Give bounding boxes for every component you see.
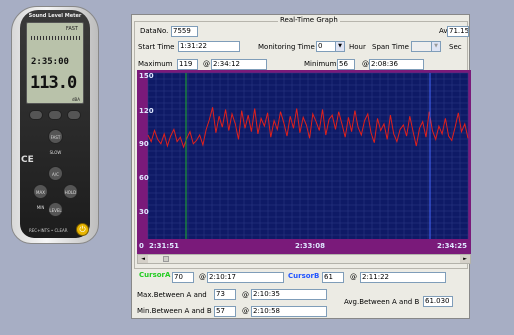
avg-field[interactable]: 71.15 xyxy=(447,26,469,37)
y-tick-label: 30 xyxy=(139,208,149,216)
y-tick-label: 0 xyxy=(139,242,144,250)
minimum-value-field[interactable]: 56 xyxy=(337,59,355,70)
max-between-at-label: @ xyxy=(242,291,249,299)
minimum-label: Minimum xyxy=(304,60,337,68)
max-between-time-field[interactable]: 2:10:35 xyxy=(251,289,327,300)
meter-right-button xyxy=(67,110,81,120)
max-between-value-field[interactable]: 73 xyxy=(214,289,236,300)
graph-plot[interactable] xyxy=(137,70,471,254)
min-between-value-field[interactable]: 57 xyxy=(214,306,236,317)
span-time-label: Span Time xyxy=(372,43,409,51)
avg-between-value-field[interactable]: 61.030 xyxy=(423,296,453,307)
x-tick-label: 2:33:08 xyxy=(295,242,325,250)
meter-ce-logo: CE xyxy=(21,155,34,165)
cursor-b-time-field[interactable]: 2:11:22 xyxy=(360,272,446,283)
start-time-field[interactable]: 1:31:22 xyxy=(178,41,240,52)
span-time-select[interactable]: ▼ xyxy=(411,41,441,52)
min-between-label: Min.Between A and B xyxy=(137,307,212,315)
graph-horizontal-scrollbar[interactable]: ◄ ► xyxy=(137,254,471,264)
meter-ac-button: A/C xyxy=(48,166,63,181)
meter-left-button xyxy=(29,110,43,120)
meter-lcd: FAST 2:35:00 113.0 dBA xyxy=(26,22,84,104)
x-tick-label: 2:34:25 xyxy=(437,242,467,250)
chevron-down-icon[interactable]: ▼ xyxy=(335,42,344,51)
min-between-at-label: @ xyxy=(242,307,249,315)
meter-max-min-button: MAX MIN xyxy=(33,184,48,210)
y-tick-label: 60 xyxy=(139,174,149,182)
meter-fast-slow-button: FAST SLOW xyxy=(48,129,63,155)
scroll-left-icon[interactable]: ◄ xyxy=(138,255,148,263)
maximum-value-field[interactable]: 119 xyxy=(177,59,198,70)
start-time-label: Start Time xyxy=(138,43,175,51)
scrollbar-thumb[interactable] xyxy=(163,256,170,262)
real-time-graph[interactable]: 150 120 90 60 30 0 2:31:51 2:33:08 2:34:… xyxy=(137,70,471,254)
chevron-down-icon[interactable]: ▼ xyxy=(431,42,440,51)
meter-model-label: REC+INTS • CLEAR xyxy=(29,228,68,233)
meter-hold-button: HOLD xyxy=(63,184,78,199)
cursor-b-value-field[interactable]: 61 xyxy=(322,272,344,283)
meter-mode: FAST xyxy=(65,26,78,32)
min-between-time-field[interactable]: 2:10:58 xyxy=(251,306,327,317)
cursor-a-time-field[interactable]: 2:10:17 xyxy=(207,272,284,283)
y-tick-label: 150 xyxy=(139,72,154,80)
maximum-at-label: @ xyxy=(203,60,210,68)
panel-title: Real-Time Graph xyxy=(278,16,340,24)
max-between-label: Max.Between A and xyxy=(137,291,207,299)
avg-between-label: Avg.Between A and B xyxy=(344,298,420,306)
meter-bargraph xyxy=(31,36,81,40)
meter-value: 113.0 xyxy=(30,73,77,93)
maximum-time-field[interactable]: 2:34:12 xyxy=(211,59,267,70)
meter-level-button: LEVEL xyxy=(48,202,63,217)
maximum-label: Maximum xyxy=(138,60,173,68)
y-tick-label: 90 xyxy=(139,140,149,148)
monitoring-time-label: Monitoring Time xyxy=(258,43,315,51)
minimum-time-field[interactable]: 2:08:36 xyxy=(369,59,424,70)
power-icon: ⏻ xyxy=(76,223,89,236)
series-line xyxy=(147,107,469,149)
meter-time: 2:35:00 xyxy=(31,57,69,67)
monitoring-time-value: 0 xyxy=(318,42,323,50)
sound-level-meter-image: Sound Level Meter FAST 2:35:00 113.0 dBA… xyxy=(11,6,99,244)
datano-label: DataNo. xyxy=(140,27,169,35)
monitoring-time-select[interactable]: 0 ▼ xyxy=(316,41,345,52)
cursor-a-value-field[interactable]: 70 xyxy=(172,272,194,283)
meter-name: Sound Level Meter xyxy=(28,13,82,19)
sec-label: Sec xyxy=(449,43,462,51)
datano-field[interactable]: 7559 xyxy=(171,26,198,37)
minimum-at-label: @ xyxy=(362,60,369,68)
cursor-b-at-label: @ xyxy=(350,273,357,281)
cursor-a-at-label: @ xyxy=(199,273,206,281)
avg-label: Avg xyxy=(439,27,452,35)
hour-label: Hour xyxy=(349,43,366,51)
cursor-a-label: CursorA xyxy=(139,271,171,279)
cursor-b-label: CursorB xyxy=(288,272,320,280)
meter-center-button xyxy=(48,110,62,120)
meter-unit: dBA xyxy=(71,97,80,102)
y-tick-label: 120 xyxy=(139,107,154,115)
scroll-right-icon[interactable]: ► xyxy=(460,255,470,263)
x-tick-label: 2:31:51 xyxy=(149,242,179,250)
